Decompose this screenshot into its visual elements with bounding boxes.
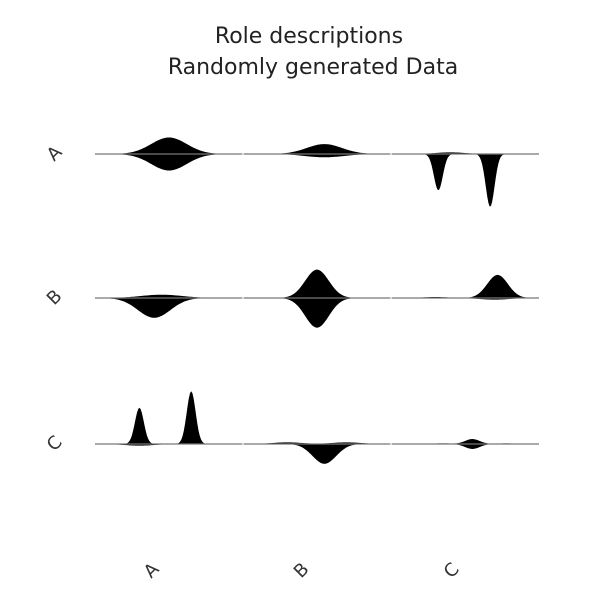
density-shape-b-b — [243, 269, 391, 328]
column-tick-label-b: B — [290, 559, 314, 583]
row-tick-labels: A B C — [43, 141, 67, 455]
density-shape-c-b — [243, 442, 391, 464]
column-tick-labels: A B C — [140, 558, 464, 582]
row-tick-label-a: A — [43, 141, 67, 165]
column-tick-label-a: A — [140, 558, 164, 582]
density-shape-a-b — [243, 144, 391, 158]
column-tick-label-c: C — [440, 559, 464, 583]
chart-title: Role descriptions — [215, 24, 403, 49]
density-shape-c-a — [95, 391, 243, 446]
row-tick-label-b: B — [43, 286, 67, 310]
plot-area — [95, 137, 539, 464]
density-shape-b-a — [95, 294, 243, 318]
row-tick-label-c: C — [43, 432, 67, 456]
chart-subtitle: Randomly generated Data — [168, 55, 458, 80]
density-shape-b-c — [391, 274, 539, 300]
density-shape-a-c — [391, 152, 539, 207]
